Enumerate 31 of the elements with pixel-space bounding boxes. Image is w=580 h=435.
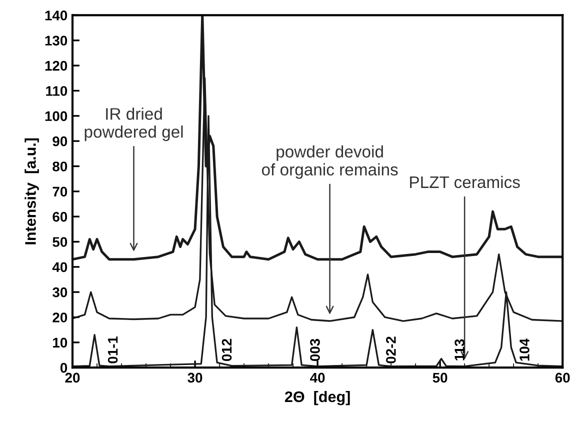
y-tick-label: 70 [52, 186, 68, 197]
annotation: 02-2 [386, 336, 396, 364]
y-tick-label: 130 [45, 36, 68, 46]
annotation: 104 [520, 338, 530, 361]
annotation: PLZT ceramics [410, 176, 520, 188]
y-tick-label: 40 [52, 262, 68, 272]
y-tick-label: 110 [46, 86, 68, 96]
y-tick-label: 10 [53, 338, 68, 348]
x-tick-label: 20 [65, 372, 80, 383]
x-tick-label: 50 [432, 372, 448, 383]
annotation: 01-1 [108, 336, 118, 364]
y-tick-label: 80 [52, 162, 68, 172]
annotation: 012 [222, 338, 232, 361]
annotation: 003 [310, 338, 320, 361]
annotation: 113 [454, 339, 464, 360]
y-tick-label: 30 [52, 287, 68, 298]
x-tick-label: 60 [555, 372, 570, 383]
y-axis-title: Intensity [a.u.] [24, 138, 39, 244]
annotation: powder devoid of organic remains [262, 145, 398, 179]
y-tick-label: 0 [60, 362, 68, 373]
annotation: IR dried powdered gel [84, 108, 183, 142]
y-tick-label: 120 [45, 60, 68, 71]
y-tick-label: 100 [45, 111, 68, 122]
y-tick-label: 140 [45, 10, 68, 20]
y-tick-label: 50 [52, 237, 68, 247]
x-tick-label: 30 [188, 372, 202, 383]
y-tick-label: 90 [52, 136, 68, 146]
y-tick-label: 20 [52, 312, 68, 322]
x-axis-title: 2Θ [deg] [284, 390, 350, 406]
x-tick-label: 40 [310, 372, 325, 383]
y-tick-label: 60 [52, 212, 68, 222]
